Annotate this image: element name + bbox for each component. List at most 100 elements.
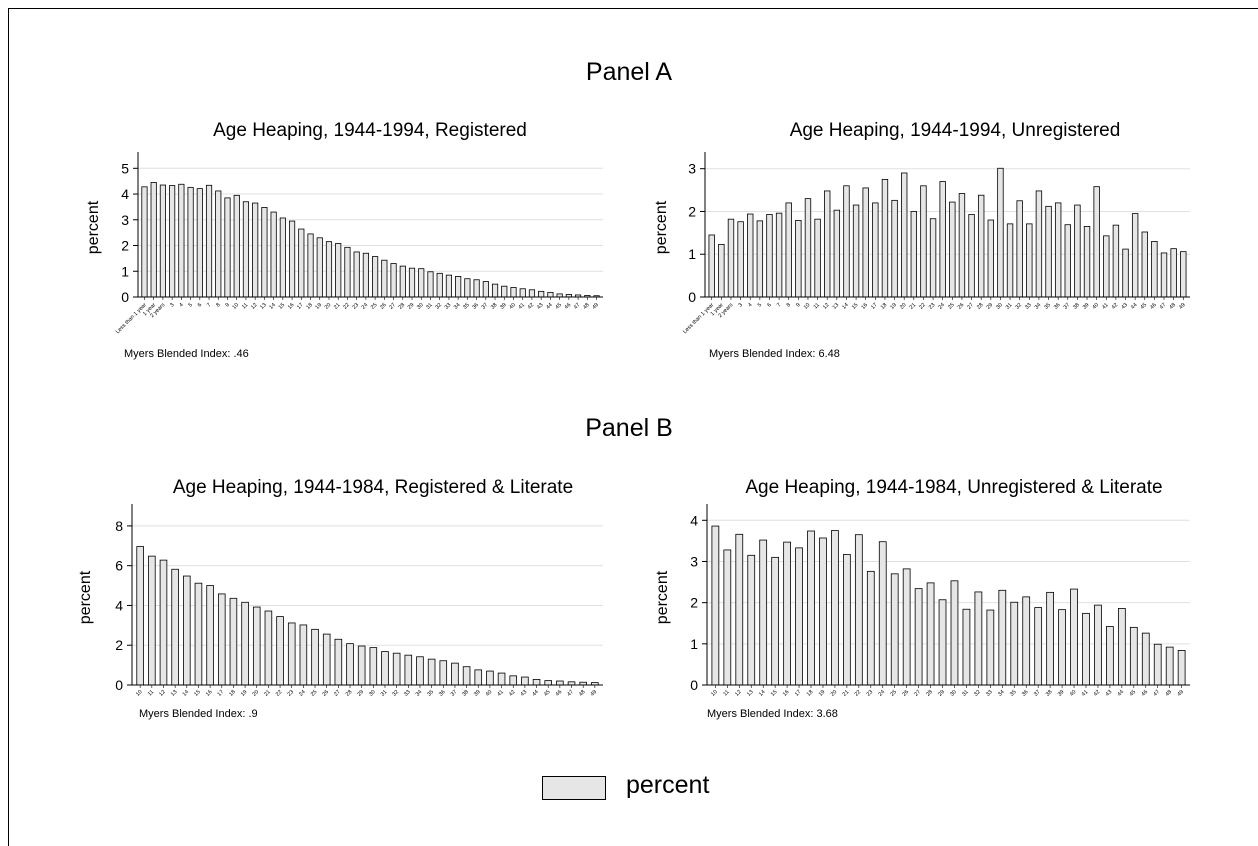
x-tick-label: 37: [1063, 302, 1072, 311]
bar-26: [902, 568, 911, 686]
x-tick-label: 25: [947, 302, 956, 311]
x-tick-label: 17: [794, 689, 803, 698]
y-tick-label: 8: [115, 518, 123, 534]
bar-12: [735, 533, 744, 686]
y-tick-label: 4: [115, 597, 123, 613]
bar-19: [819, 537, 827, 686]
bar-42: [1094, 604, 1102, 686]
bar-35: [427, 658, 436, 686]
x-tick-label: 42: [527, 302, 536, 311]
x-tick-label: 17: [870, 302, 879, 311]
x-tick-label: 25: [890, 689, 899, 698]
bar-24: [939, 181, 946, 298]
bar-40: [1093, 186, 1100, 298]
y-tick-label: 0: [690, 677, 698, 693]
x-tick-label: 44: [1117, 689, 1126, 698]
x-tick-label: 16: [205, 689, 214, 698]
x-tick-label: 47: [566, 689, 575, 698]
bar-17: [795, 547, 803, 686]
chart-title: Age Heaping, 1944-1994, Unregistered: [790, 120, 1121, 141]
x-tick-label: 13: [746, 689, 755, 698]
x-tick-label: 7: [206, 302, 212, 308]
x-tick-label: 6: [197, 302, 203, 308]
bar-14: [183, 575, 191, 686]
y-tick-label: 1: [688, 246, 696, 262]
bar-21: [335, 243, 342, 298]
bar-19: [241, 601, 249, 686]
x-tick-label: 18: [305, 302, 314, 311]
bar-41: [1103, 235, 1110, 298]
bar-46: [1151, 240, 1158, 298]
bar-40: [510, 287, 517, 298]
x-tick-label: 19: [889, 302, 898, 311]
bar-12: [159, 559, 168, 686]
bar-43: [1106, 626, 1114, 686]
x-tick-label: 34: [997, 689, 1006, 698]
bar-37: [1064, 224, 1071, 298]
x-tick-label: 43: [520, 689, 529, 698]
bar-33: [404, 654, 413, 686]
x-tick-label: 26: [901, 689, 910, 698]
bar-22: [344, 246, 351, 298]
x-tick-label: 35: [1043, 302, 1052, 311]
bar-44: [532, 679, 541, 686]
x-tick-label: 32: [391, 689, 400, 698]
x-tick-label: 45: [543, 689, 552, 698]
x-tick-label: 27: [333, 689, 342, 698]
myers-index-note: Myers Blended Index: .9: [139, 708, 258, 720]
bar-12: [824, 190, 831, 298]
x-tick-label: 46: [555, 689, 564, 698]
x-tick-label: 4: [178, 302, 184, 308]
x-tick-label: 34: [415, 689, 424, 698]
bar-7: [775, 212, 783, 298]
x-tick-label: 28: [976, 302, 985, 311]
bar-1-year: [718, 243, 725, 298]
bar-2-years: [159, 184, 166, 298]
x-tick-label: 3: [738, 302, 744, 308]
bar-8: [215, 190, 222, 298]
x-tick-label: 45: [554, 302, 563, 311]
x-tick-label: 12: [822, 302, 831, 311]
x-tick-label: 38: [1045, 689, 1054, 698]
x-tick-label: 8: [786, 302, 792, 308]
x-tick-label: 45: [1140, 302, 1149, 311]
x-tick-label: 41: [1101, 302, 1110, 311]
chart-title: Age Heaping, 1944-1984, Registered & Lit…: [173, 477, 573, 498]
bar-16: [783, 541, 791, 686]
x-tick-label: 49: [591, 302, 600, 311]
bar-32: [392, 652, 401, 686]
x-tick-label: 41: [1081, 689, 1090, 698]
bar-40: [486, 670, 494, 686]
bar-47: [1153, 643, 1162, 686]
x-tick-label: 44: [531, 689, 540, 698]
y-tick-label: 5: [121, 160, 129, 176]
bar-44: [1117, 608, 1126, 686]
y-tick-label: 4: [121, 186, 129, 202]
bar-25: [311, 628, 319, 686]
x-tick-label: 8: [215, 302, 221, 308]
y-tick-label: 3: [690, 553, 698, 569]
bar-47: [1160, 252, 1168, 298]
bar-11: [723, 549, 732, 686]
y-tick-label: 0: [121, 289, 129, 305]
bar-16: [862, 187, 869, 298]
bar-3: [737, 221, 744, 298]
bar-40: [1070, 588, 1078, 686]
x-tick-label: 15: [851, 302, 860, 311]
bar-27: [334, 638, 343, 686]
bar-19: [891, 199, 898, 298]
x-tick-label: 11: [241, 302, 249, 310]
bar-43: [538, 290, 545, 298]
x-tick-label: 24: [298, 689, 307, 698]
x-tick-label: 26: [957, 302, 966, 311]
bar-10: [136, 546, 144, 686]
x-tick-label: 42: [508, 689, 517, 698]
myers-index-note: Myers Blended Index: 6.48: [709, 348, 840, 360]
x-tick-label: 41: [496, 689, 505, 698]
bar-31: [427, 271, 434, 298]
x-tick-label: 48: [582, 302, 591, 311]
figure-frame: [8, 8, 1258, 846]
x-tick-label: 21: [842, 689, 851, 698]
bar-6: [766, 214, 773, 298]
x-tick-label: 27: [388, 302, 397, 311]
